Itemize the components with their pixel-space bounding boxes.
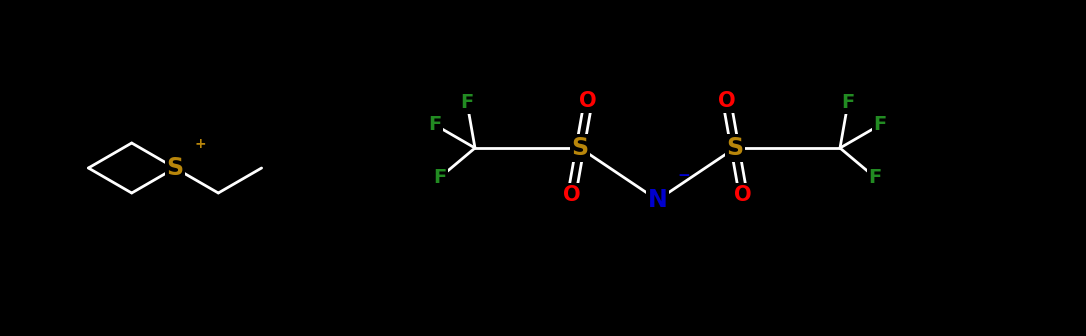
Text: F: F [869, 168, 882, 187]
Text: S: S [571, 136, 589, 160]
Text: F: F [429, 116, 442, 134]
Text: −: − [678, 168, 691, 183]
Text: N: N [647, 188, 668, 212]
Text: S: S [727, 136, 744, 160]
Text: F: F [433, 168, 446, 187]
Text: O: O [563, 185, 581, 205]
Text: +: + [194, 137, 205, 151]
Text: F: F [842, 93, 855, 112]
Text: O: O [734, 185, 753, 205]
Text: F: F [460, 93, 473, 112]
Text: S: S [166, 156, 184, 180]
Text: O: O [718, 91, 735, 111]
Text: O: O [580, 91, 597, 111]
Text: F: F [873, 116, 886, 134]
